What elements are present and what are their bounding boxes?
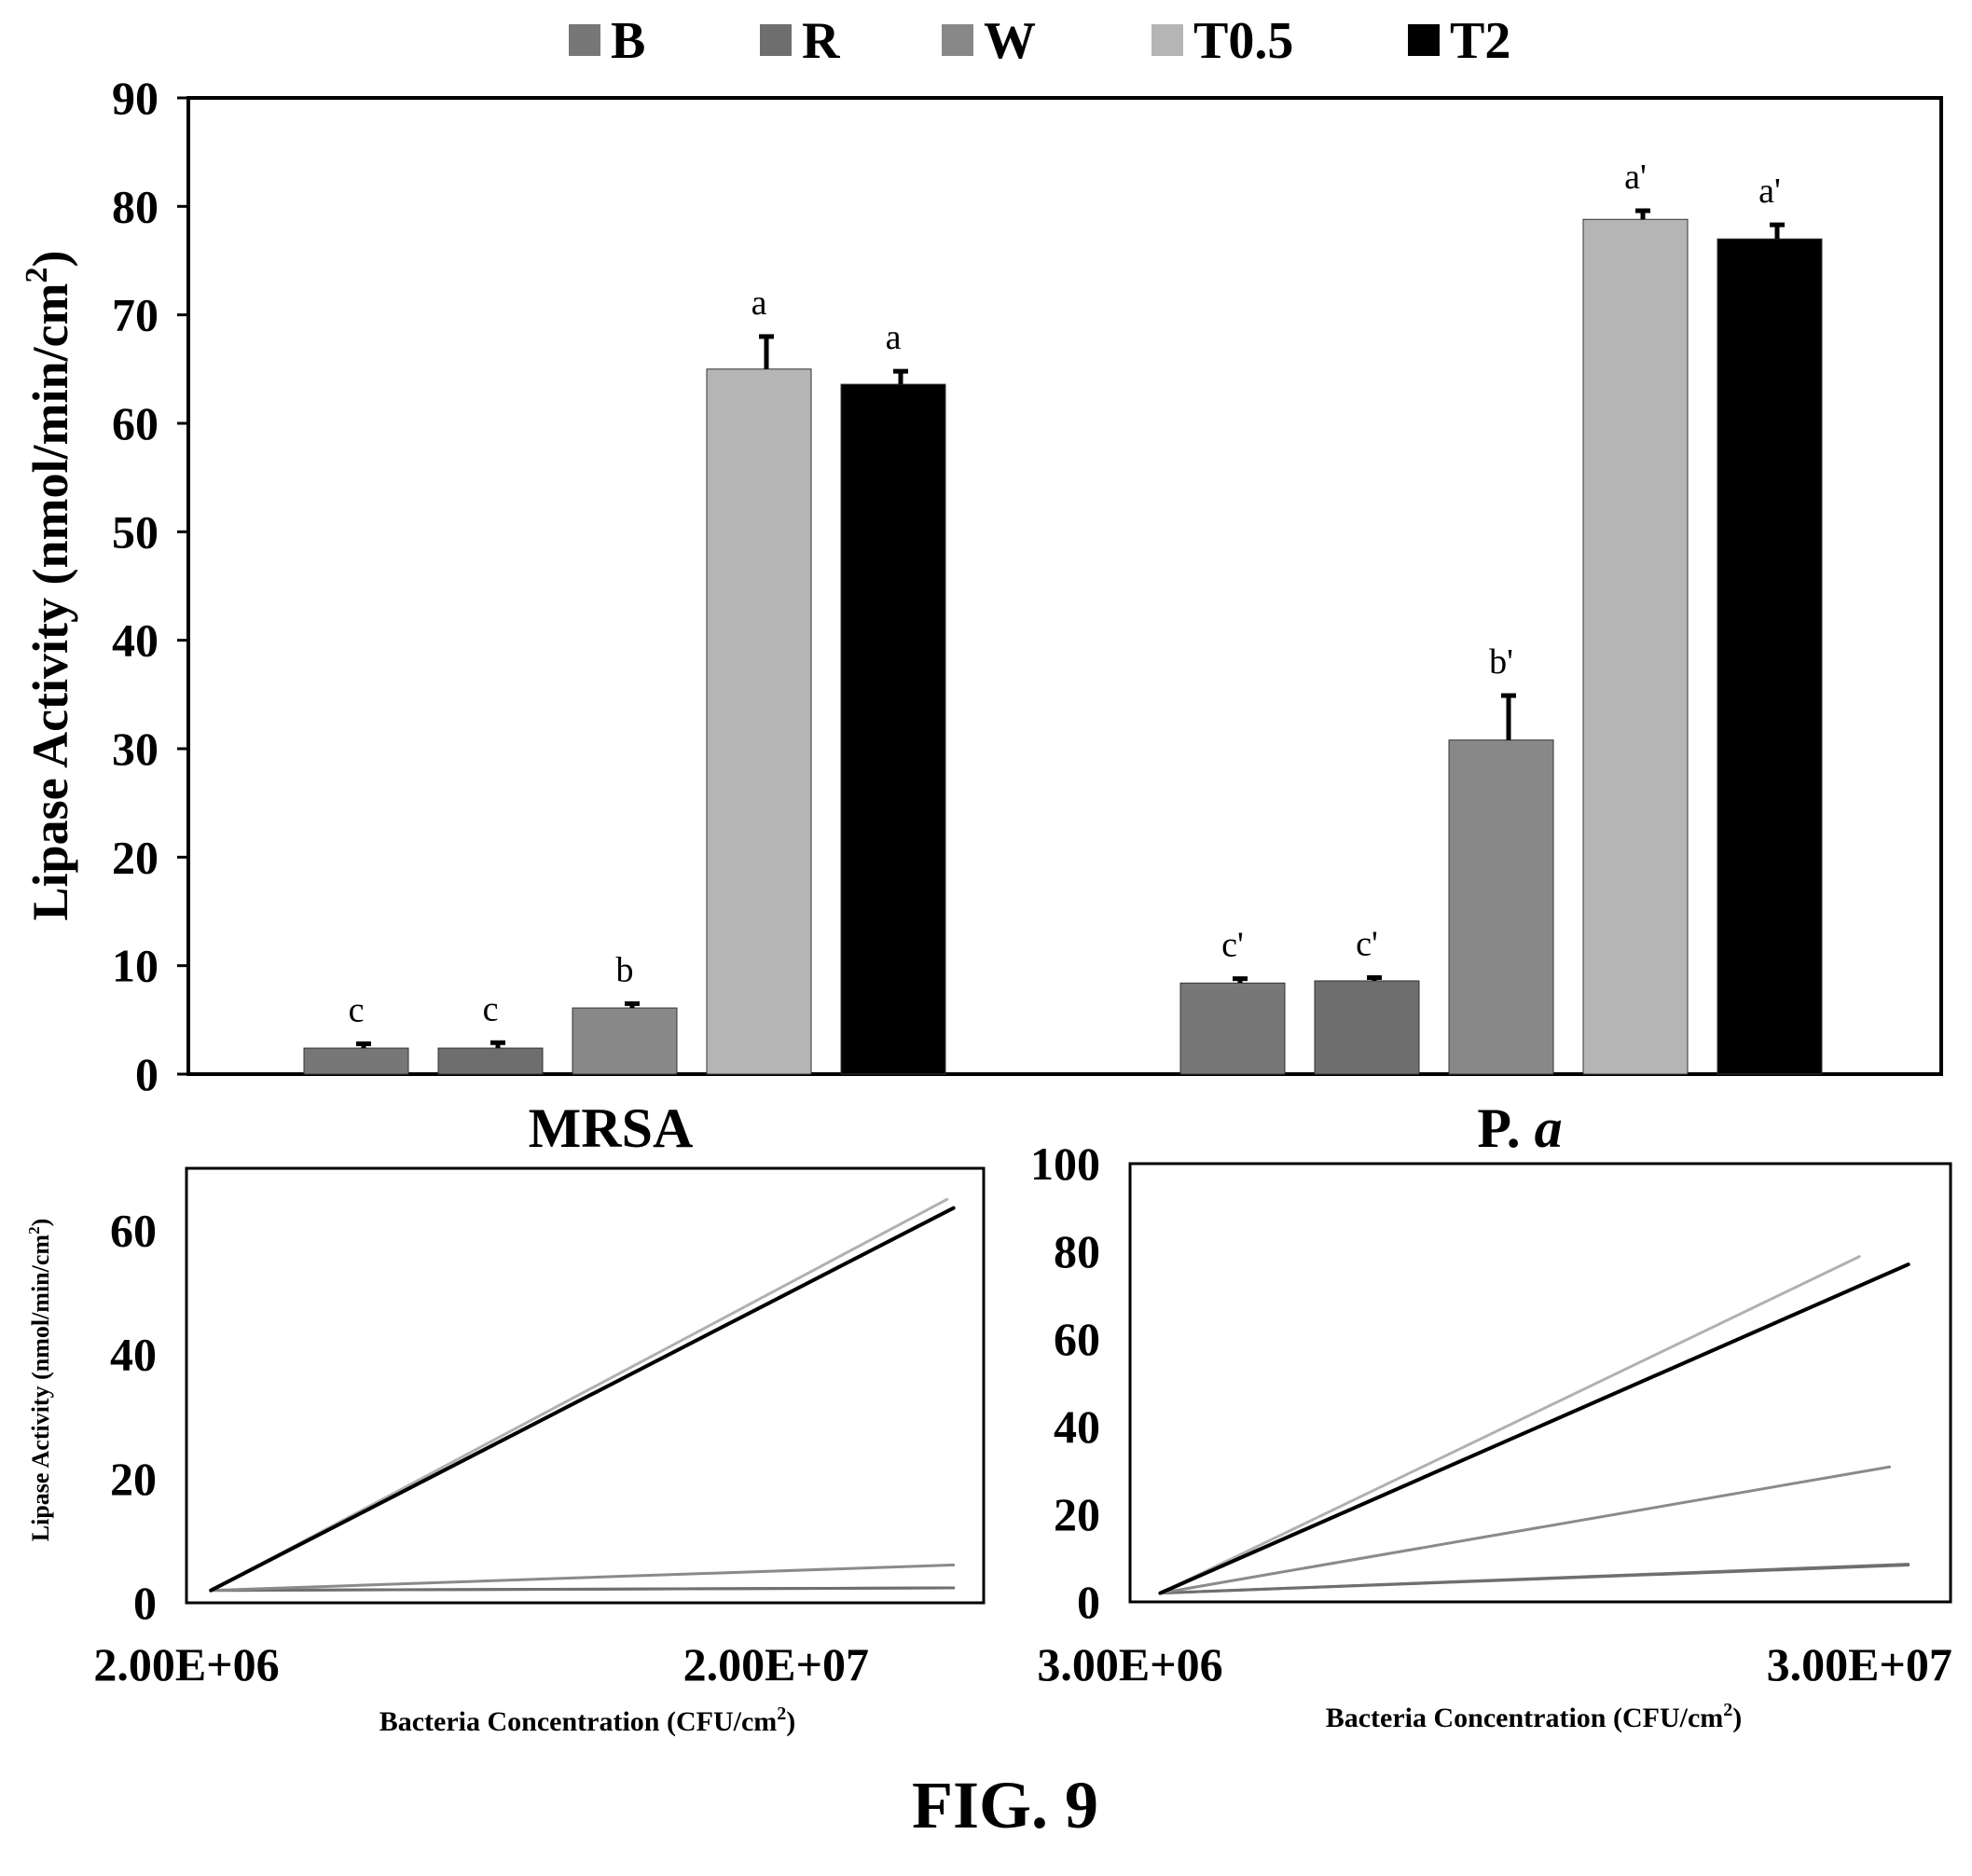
legend-swatch-r [760,24,792,56]
legend-swatch-w [942,24,973,56]
bar-b-mrsa [303,1047,409,1075]
legend-label-w: W [984,12,1036,70]
group-label-mrsa: MRSA [529,1097,694,1159]
legend-label-b: B [611,12,645,70]
bar-y-tick-label: 30 [112,723,159,775]
bar-t2-pa [1717,238,1823,1075]
line-chart-mrsa-x-axis-title-text: Bacteria Concentration (CFU/cm [379,1706,778,1737]
bar-y-tick-label: 60 [112,397,159,449]
bar-w-mrsa [572,1007,678,1075]
line-chart-pa-y-tick-label: 40 [1054,1400,1100,1453]
bar-y-axis-title: Lipase Activity (nmol/min/cm2) [20,251,78,921]
line-chart-mrsa-line-t2 [209,1206,956,1593]
line-chart-pa-x-ticks: 3.00E+06 3.00E+07 [1037,1638,1952,1690]
legend-label-r: R [802,12,840,70]
bar-y-tick-label: 50 [112,505,159,558]
bar-t05-mrsa [706,368,812,1075]
line-chart-mrsa-y-axis-title: Lipase Activity (nmol/min/cm2) [25,1219,54,1542]
significance-label: a [752,283,767,323]
significance-label: c [349,990,365,1029]
group-label-pa-text: P. [1477,1097,1534,1159]
line-chart-pa-x-axis-title-close: ) [1732,1703,1742,1733]
line-chart-pa-x-tick-label: 3.00E+07 [1767,1638,1952,1690]
line-chart-pa-line-w [1158,1465,1892,1595]
significance-label: c [483,989,499,1028]
legend-label-t2: T2 [1450,12,1510,70]
group-label-pa: P. a [1477,1097,1562,1159]
bar-y-tick-label: 40 [112,614,159,667]
bar-t05-pa [1582,218,1689,1075]
line-chart-mrsa-y-axis-title-sup: 2 [25,1226,43,1235]
bar-y-tick-label: 10 [112,940,159,992]
line-chart-pa-y-tick-label: 0 [1077,1576,1100,1628]
line-chart-pa-y-tick-label: 20 [1054,1488,1100,1540]
line-chart-mrsa: 0 20 40 60 2.00E+06 2.00E+07 Lipase Activity… [25,1166,986,1737]
bar-y-axis-title-close: ) [22,251,78,268]
line-chart-pa-line-r [1158,1563,1910,1595]
bar-chart: 0 10 20 30 40 50 60 70 80 90 c c' c c' b b' a a' a a' Lipa… [20,72,1943,1159]
group-label-pa-italic: a [1535,1097,1563,1159]
line-chart-mrsa-x-ticks: 2.00E+06 2.00E+07 [93,1638,869,1690]
bar-y-ticks: 0 10 20 30 40 50 60 70 80 90 [112,72,188,1100]
line-chart-mrsa-y-tick-label: 20 [110,1453,157,1505]
line-chart-pa-y-ticks: 0 20 40 60 80 100 [1030,1138,1100,1628]
line-chart-pa-x-axis-title-text: Bacteria Concentration (CFU/cm [1326,1703,1724,1733]
line-chart-mrsa-x-axis-title-sup: 2 [777,1704,786,1724]
bar-y-tick-label: 20 [112,831,159,883]
line-chart-mrsa-y-tick-label: 60 [110,1205,157,1257]
bar-r-pa [1314,980,1420,1075]
line-chart-pa-line-t05 [1158,1255,1861,1595]
line-chart-pa: 0 20 40 60 80 100 3.00E+06 3.00E+07 Bacteria C… [1030,1138,1952,1733]
line-chart-mrsa-x-tick-label: 2.00E+07 [683,1638,869,1690]
legend-swatch-b [569,24,600,56]
significance-label: b' [1489,642,1513,682]
bar-y-tick-label: 0 [135,1048,159,1100]
significance-label: a [886,318,902,357]
bar-marks: c c' c c' b b' a a' a a' [303,158,1823,1075]
bar-y-tick-label: 80 [112,180,159,232]
line-chart-mrsa-y-axis-title-text: Lipase Activity (nmol/min/cm [27,1235,54,1542]
legend: B R W T0.5 T2 [569,12,1510,70]
figure-caption: FIG. 9 [912,1768,1098,1842]
legend-swatch-t05 [1151,24,1183,56]
line-chart-mrsa-y-tick-label: 0 [133,1577,157,1629]
line-chart-pa-series [1158,1255,1910,1595]
bar-plot-frame [186,96,1943,1076]
line-chart-pa-line-t2 [1158,1262,1910,1595]
line-chart-mrsa-frame [185,1166,986,1605]
line-chart-pa-x-axis-title-sup: 2 [1723,1700,1732,1720]
significance-label: c' [1356,924,1378,963]
bar-y-tick-label: 90 [112,72,159,124]
line-chart-mrsa-x-axis-title: Bacteria Concentration (CFU/cm2) [379,1704,796,1737]
line-chart-mrsa-y-tick-label: 40 [110,1329,157,1381]
line-chart-pa-y-tick-label: 60 [1054,1313,1100,1365]
legend-label-t05: T0.5 [1193,12,1293,70]
bar-r-mrsa [437,1047,544,1075]
bar-y-axis-title-text: Lipase Activity (nmol/min/cm [22,283,78,920]
bar-y-tick-label: 70 [112,289,159,341]
line-chart-mrsa-y-ticks: 0 20 40 60 [110,1205,157,1629]
line-chart-pa-x-axis-title: Bacteria Concentration (CFU/cm2) [1326,1700,1743,1733]
line-chart-pa-y-tick-label: 100 [1030,1138,1100,1190]
significance-label: a' [1758,172,1781,211]
line-chart-pa-y-tick-label: 80 [1054,1225,1100,1277]
line-chart-mrsa-line-w [209,1563,956,1593]
bar-w-pa [1448,739,1554,1075]
significance-label: b [616,950,634,989]
line-chart-mrsa-line-r [209,1586,956,1593]
line-chart-pa-x-tick-label: 3.00E+06 [1037,1638,1222,1690]
line-chart-mrsa-y-axis-title-close: ) [27,1219,54,1227]
line-chart-pa-frame [1128,1162,1952,1604]
line-chart-mrsa-x-axis-title-close: ) [786,1706,795,1737]
bar-b-pa [1179,982,1286,1075]
legend-swatch-t2 [1408,24,1440,56]
significance-label: c' [1221,926,1244,965]
line-chart-mrsa-series [209,1197,956,1593]
bar-t2-mrsa [840,383,946,1075]
bar-y-axis-title-sup: 2 [20,268,54,283]
line-chart-mrsa-x-tick-label: 2.00E+06 [93,1638,279,1690]
significance-label: a' [1624,158,1647,197]
